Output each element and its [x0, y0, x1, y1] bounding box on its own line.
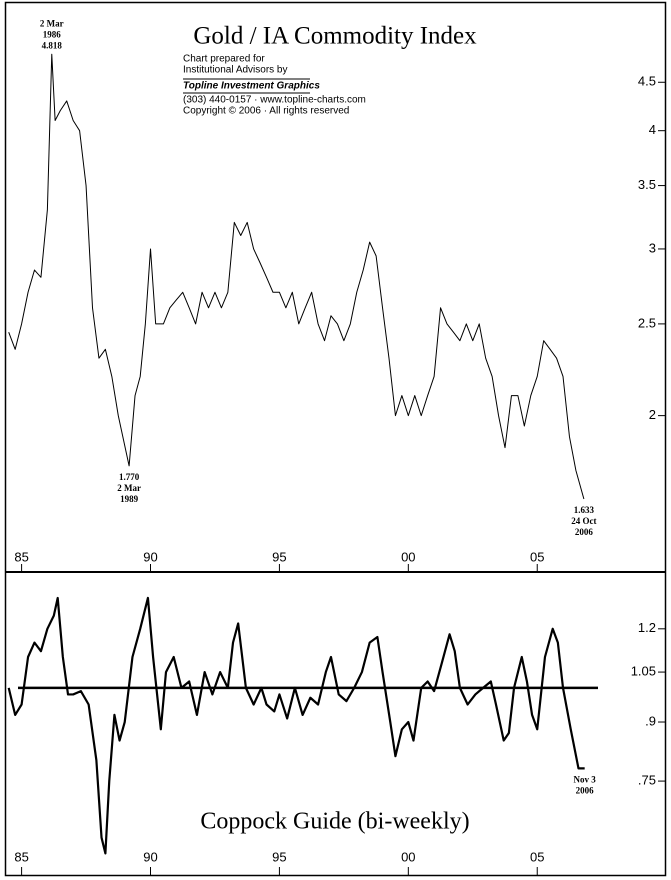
x-tick-label: 00: [401, 849, 415, 864]
credit: Topline Investment Graphics: [183, 81, 320, 92]
y-tick-label: .75: [638, 773, 656, 788]
y-tick-label: 1.05: [631, 664, 656, 679]
annotation: 1986: [43, 29, 62, 39]
y-tick-label: .9: [645, 713, 656, 728]
x-tick-label: 00: [401, 549, 415, 564]
annotation: 1.770: [119, 472, 140, 482]
annotation: 1.633: [574, 505, 595, 515]
data-line: [8, 53, 585, 500]
x-tick-label: 05: [530, 849, 544, 864]
annotation: 2006: [575, 527, 594, 537]
y-tick-label: 4: [649, 122, 656, 137]
frame: [4, 1, 667, 877]
y-tick-label: 2: [649, 407, 656, 422]
credit: Chart prepared for: [183, 54, 265, 65]
annotation: 2 Mar: [40, 18, 64, 28]
y-tick-label: 1.2: [638, 620, 656, 635]
x-tick-label: 90: [143, 549, 157, 564]
credit: Institutional Advisors by: [183, 65, 288, 76]
x-tick-label: 95: [272, 849, 286, 864]
y-tick-label: 2.5: [638, 315, 656, 330]
annotation: 4.818: [42, 40, 63, 50]
annotation: 2 Mar: [117, 483, 141, 493]
y-tick-label: 3: [649, 240, 656, 255]
credit: (303) 440-0157 · www.topline-charts.com: [183, 95, 366, 106]
x-tick-label: 85: [14, 849, 28, 864]
annotation: 2006: [576, 785, 595, 795]
annotation: 24 Oct: [571, 516, 596, 526]
data-line: [7, 596, 585, 855]
annotation: 1989: [120, 494, 139, 504]
annotation: Nov 3: [574, 774, 597, 784]
x-tick-label: 90: [143, 849, 157, 864]
y-tick-label: 3.5: [638, 177, 656, 192]
x-tick-label: 05: [530, 549, 544, 564]
x-tick-label: 95: [272, 549, 286, 564]
chart-title: Coppock Guide (bi-weekly): [200, 809, 469, 835]
x-tick-label: 85: [14, 549, 28, 564]
credit: Copyright © 2006 · All rights reserved: [183, 106, 349, 117]
y-tick-label: 4.5: [638, 74, 656, 89]
chart-title: Gold / IA Commodity Index: [193, 23, 477, 50]
